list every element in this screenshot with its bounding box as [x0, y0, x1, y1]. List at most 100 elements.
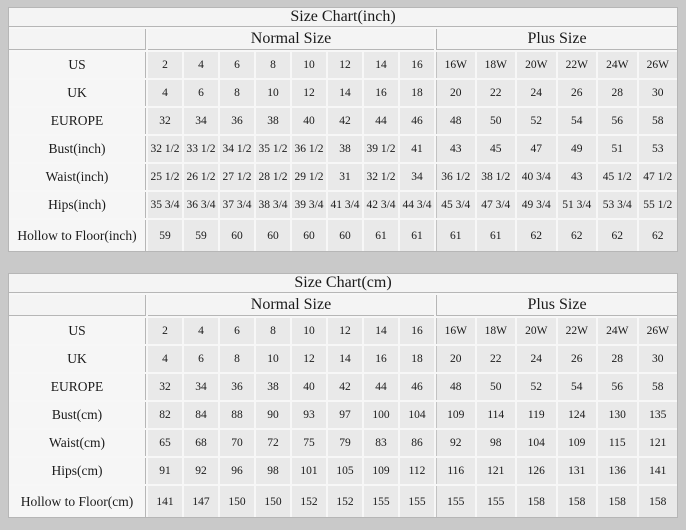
size-value-cell: 109 [364, 458, 398, 484]
size-value-cell: 26W [638, 52, 677, 78]
size-value-cell: 126 [517, 458, 556, 484]
size-value-cell: 121 [638, 430, 677, 456]
size-value-cell: 27 1/2 [220, 164, 254, 190]
row-label: Waist(cm) [9, 430, 146, 456]
size-value-cell: 6 [220, 318, 254, 344]
size-value-cell: 30 [638, 346, 677, 372]
size-value-cell: 38 [256, 374, 290, 400]
size-value-cell: 58 [638, 108, 677, 134]
size-value-cell: 26 1/2 [184, 164, 218, 190]
size-value-cell: 158 [517, 486, 556, 517]
size-value-cell: 48 [436, 108, 475, 134]
size-value-cell: 98 [476, 430, 515, 456]
size-value-cell: 12 [292, 80, 326, 106]
size-value-cell: 2 [148, 52, 182, 78]
column-group-header: Normal Size [148, 29, 434, 50]
size-value-cell: 51 [598, 136, 637, 162]
size-value-cell: 36 1/2 [436, 164, 475, 190]
size-value-cell: 20W [517, 52, 556, 78]
size-value-cell: 16W [436, 318, 475, 344]
size-value-cell: 22W [557, 318, 596, 344]
size-value-cell: 109 [436, 402, 475, 428]
size-value-cell: 25 1/2 [148, 164, 182, 190]
size-value-cell: 39 1/2 [364, 136, 398, 162]
row-label: EUROPE [9, 108, 146, 134]
corner-cell [9, 295, 146, 316]
size-value-cell: 16W [436, 52, 475, 78]
size-value-cell: 34 [400, 164, 434, 190]
size-value-cell: 104 [517, 430, 556, 456]
size-value-cell: 68 [184, 430, 218, 456]
size-value-cell: 158 [557, 486, 596, 517]
size-value-cell: 119 [517, 402, 556, 428]
size-value-cell: 84 [184, 402, 218, 428]
size-value-cell: 2 [148, 318, 182, 344]
size-value-cell: 24W [598, 318, 637, 344]
size-value-cell: 37 3/4 [220, 192, 254, 218]
size-value-cell: 6 [220, 52, 254, 78]
size-value-cell: 26 [557, 80, 596, 106]
size-value-cell: 130 [598, 402, 637, 428]
size-value-cell: 155 [436, 486, 475, 517]
size-value-cell: 83 [364, 430, 398, 456]
size-value-cell: 72 [256, 430, 290, 456]
size-value-cell: 92 [436, 430, 475, 456]
size-value-cell: 16 [400, 52, 434, 78]
size-value-cell: 46 [400, 108, 434, 134]
column-group-header: Plus Size [436, 29, 677, 50]
column-group-header: Normal Size [148, 295, 434, 316]
size-value-cell: 16 [364, 80, 398, 106]
size-value-cell: 112 [400, 458, 434, 484]
size-value-cell: 40 3/4 [517, 164, 556, 190]
size-value-cell: 60 [328, 220, 362, 251]
size-value-cell: 92 [184, 458, 218, 484]
size-value-cell: 18 [400, 346, 434, 372]
size-value-cell: 147 [184, 486, 218, 517]
size-value-cell: 141 [638, 458, 677, 484]
size-value-cell: 98 [256, 458, 290, 484]
size-value-cell: 51 3/4 [557, 192, 596, 218]
corner-cell [9, 29, 146, 50]
size-value-cell: 90 [256, 402, 290, 428]
size-charts-page: Size Chart(inch) Normal Size Plus Size US 2 4… [8, 7, 678, 518]
size-value-cell: 16 [364, 346, 398, 372]
size-value-cell: 56 [598, 374, 637, 400]
size-value-cell: 53 [638, 136, 677, 162]
size-value-cell: 104 [400, 402, 434, 428]
size-value-cell: 4 [148, 80, 182, 106]
size-value-cell: 32 1/2 [364, 164, 398, 190]
size-value-cell: 40 [292, 374, 326, 400]
size-value-cell: 38 [328, 136, 362, 162]
size-value-cell: 150 [220, 486, 254, 517]
size-value-cell: 136 [598, 458, 637, 484]
size-value-cell: 131 [557, 458, 596, 484]
size-value-cell: 45 3/4 [436, 192, 475, 218]
size-value-cell: 43 [557, 164, 596, 190]
size-value-cell: 38 1/2 [476, 164, 515, 190]
size-value-cell: 12 [328, 52, 362, 78]
size-value-cell: 82 [148, 402, 182, 428]
size-value-cell: 121 [476, 458, 515, 484]
size-value-cell: 65 [148, 430, 182, 456]
size-value-cell: 14 [364, 52, 398, 78]
size-value-cell: 36 1/2 [292, 136, 326, 162]
row-label: US [9, 318, 146, 344]
size-value-cell: 28 [598, 346, 637, 372]
size-value-cell: 38 [256, 108, 290, 134]
size-value-cell: 14 [328, 80, 362, 106]
size-value-cell: 75 [292, 430, 326, 456]
size-value-cell: 26 [557, 346, 596, 372]
size-value-cell: 20W [517, 318, 556, 344]
size-value-cell: 62 [517, 220, 556, 251]
size-chart-table-cm: Size Chart(cm) Normal Size Plus Size US 2 4 6 8… [8, 273, 678, 518]
size-value-cell: 47 3/4 [476, 192, 515, 218]
size-value-cell: 116 [436, 458, 475, 484]
row-label: Hollow to Floor(inch) [9, 220, 146, 251]
size-value-cell: 50 [476, 374, 515, 400]
size-value-cell: 155 [476, 486, 515, 517]
size-value-cell: 8 [220, 80, 254, 106]
size-value-cell: 41 [400, 136, 434, 162]
size-value-cell: 34 1/2 [220, 136, 254, 162]
size-value-cell: 62 [638, 220, 677, 251]
size-value-cell: 32 [148, 108, 182, 134]
